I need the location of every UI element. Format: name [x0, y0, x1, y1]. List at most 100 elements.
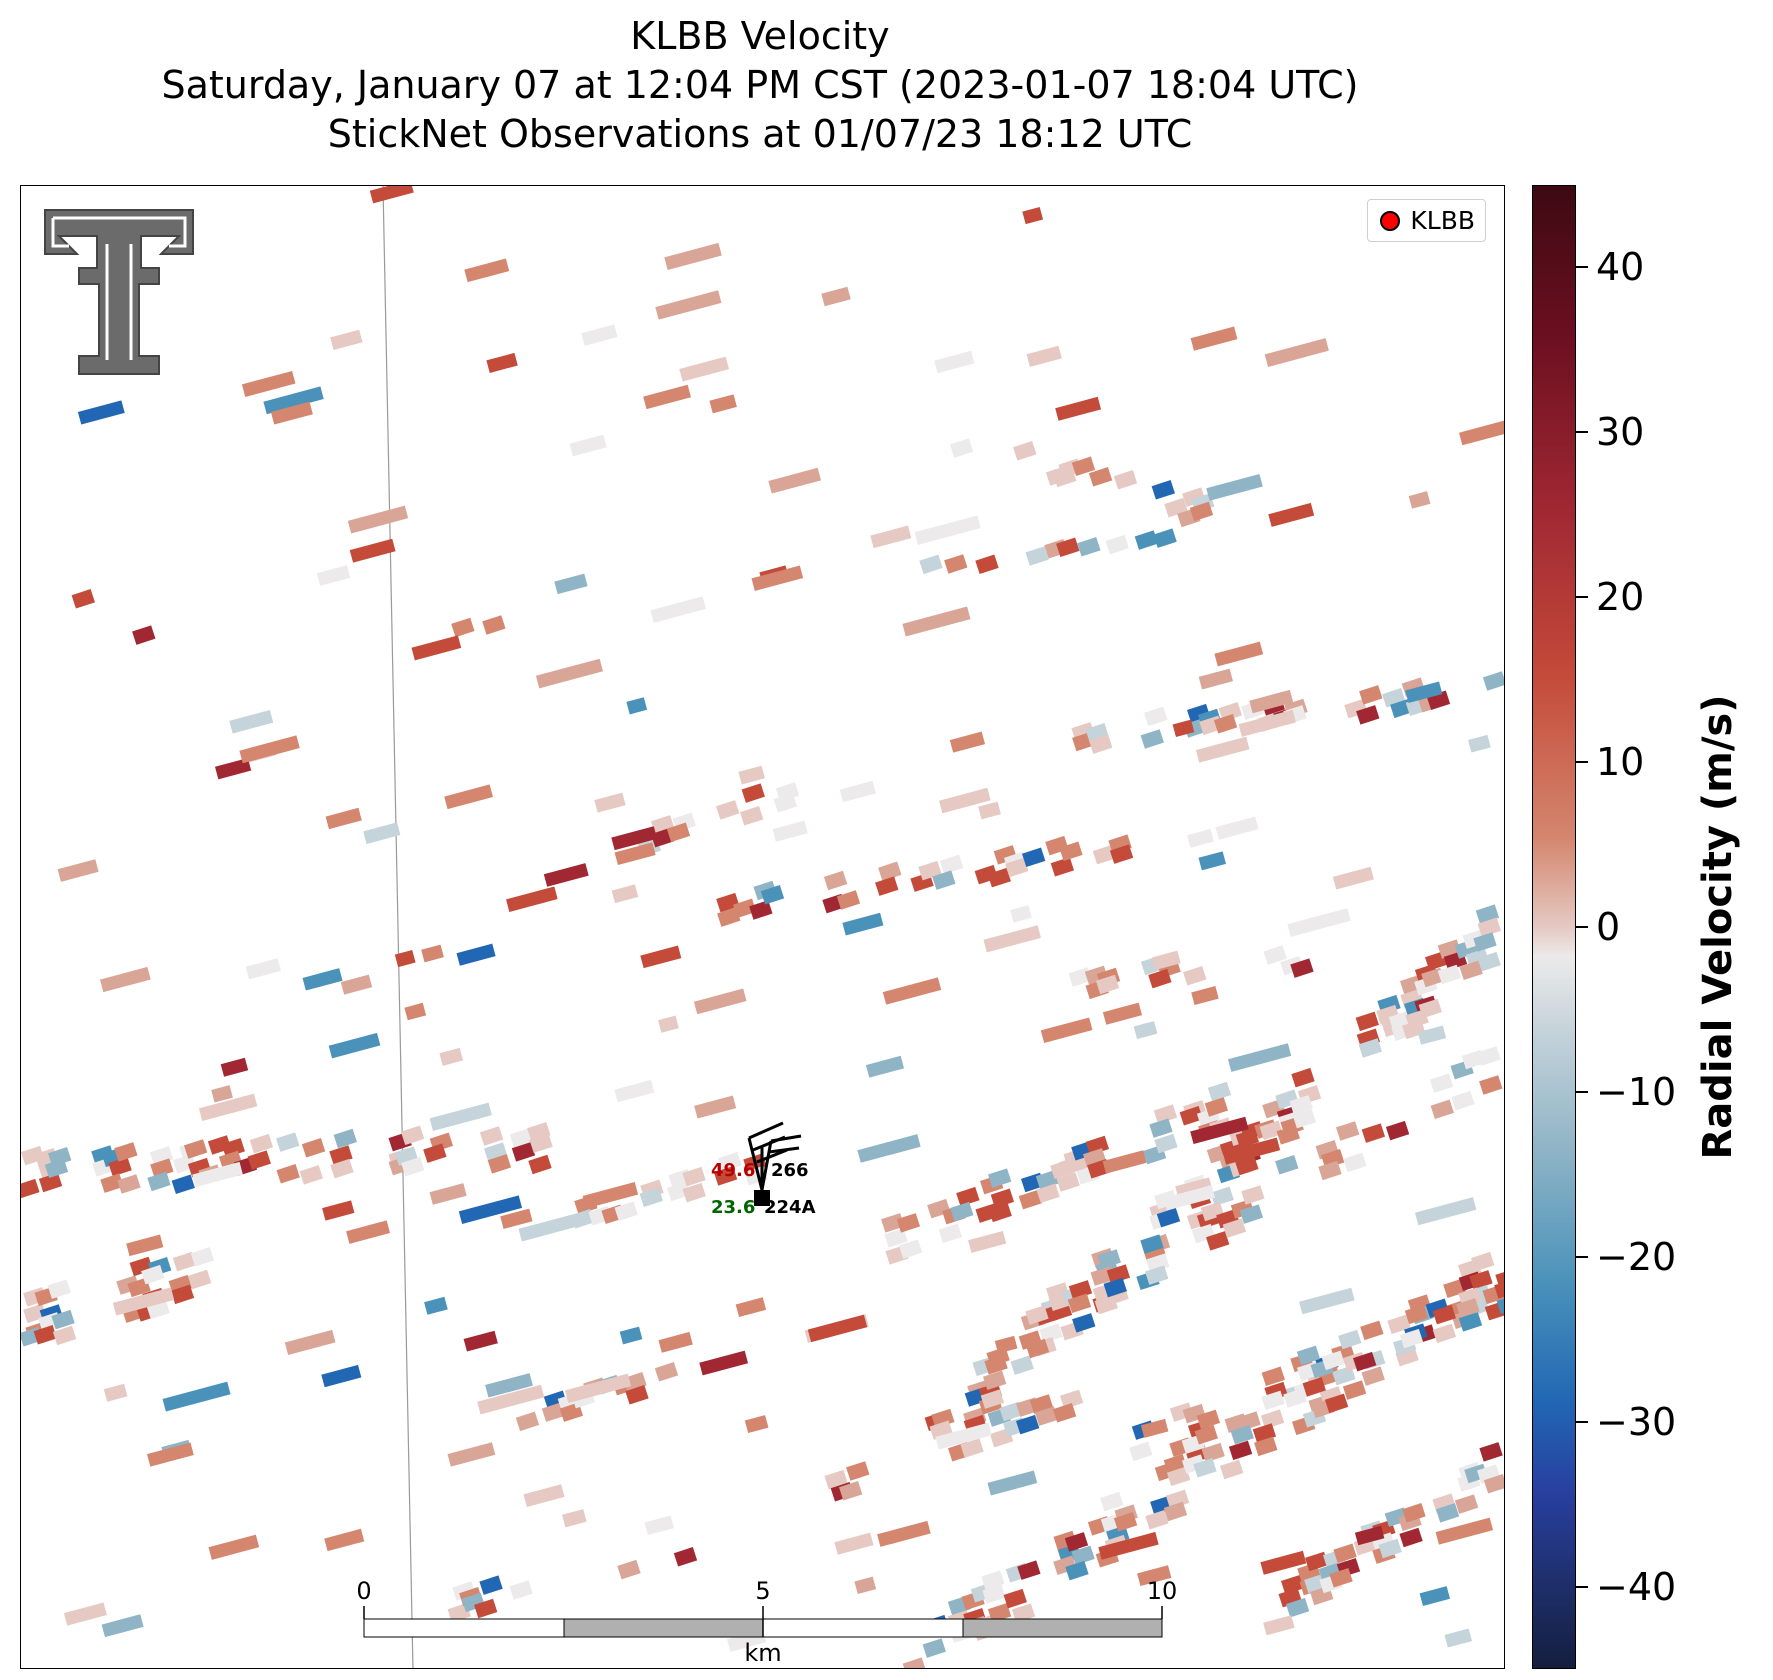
- radar-gate: [1361, 1123, 1386, 1143]
- radar-gate: [569, 434, 607, 457]
- radar-gate: [1017, 1560, 1041, 1580]
- colorbar-tick-mark: [1576, 1420, 1588, 1423]
- radar-gate: [1040, 1017, 1093, 1043]
- radar-gate: [249, 1133, 274, 1154]
- radar-gate: [914, 515, 981, 545]
- station-id: 266: [771, 1160, 809, 1181]
- radar-gate: [1183, 966, 1207, 986]
- radar-gate: [1025, 546, 1049, 566]
- radar-gate: [939, 787, 991, 814]
- wind-barb-flag: [748, 1121, 784, 1140]
- radar-gate: [21, 1178, 40, 1199]
- radar-gate: [625, 1385, 649, 1405]
- radar-gate: [1077, 537, 1101, 557]
- colorbar-tick-label: 0: [1596, 905, 1621, 949]
- station-plot-266[interactable]: 49.6 266: [711, 1121, 809, 1206]
- radar-gate: [1071, 456, 1096, 477]
- radar-gate: [1060, 1389, 1084, 1410]
- radar-gate: [875, 876, 899, 896]
- radar-gate: [1237, 1411, 1261, 1431]
- radar-gate: [842, 912, 884, 936]
- radar-gate: [1145, 1510, 1169, 1530]
- radar-gate: [1263, 1615, 1295, 1636]
- radar-gate: [211, 1085, 233, 1103]
- velocity-colorbar: 40 30 20 10 0 −10 −20 −30 −40: [1532, 185, 1676, 1669]
- radar-gate: [515, 1411, 540, 1432]
- radar-gate: [241, 370, 296, 397]
- radar-gate: [682, 1166, 706, 1187]
- radar-gate: [1353, 1351, 1377, 1372]
- radar-gate: [421, 944, 444, 963]
- radar-gate: [1145, 1265, 1169, 1285]
- radar-gate: [1195, 736, 1250, 763]
- radar-gate: [1333, 1543, 1357, 1564]
- radar-gate: [1109, 844, 1134, 864]
- radar-gate: [458, 1195, 523, 1224]
- radar-map-panel[interactable]: 49.6 266 23.6 224A 0 5 10 km: [20, 185, 1505, 1669]
- radar-gate: [1015, 1414, 1040, 1435]
- radar-gate: [141, 1264, 165, 1285]
- radar-gate: [1106, 1264, 1131, 1284]
- radar-gate: [667, 1181, 691, 1202]
- radar-gate: [738, 765, 765, 785]
- radar-gate: [1399, 1328, 1424, 1349]
- radar-gate: [1172, 719, 1195, 738]
- radar-gate: [1094, 1294, 1118, 1315]
- radar-gate: [717, 907, 741, 927]
- radar-gate: [485, 1373, 533, 1398]
- station-plot-224A[interactable]: 23.6 224A: [711, 1197, 816, 1218]
- radar-gate: [1222, 1218, 1247, 1238]
- colorbar-tick-label: 30: [1596, 410, 1645, 455]
- radar-gate: [108, 1156, 132, 1177]
- radar-gate: [664, 242, 722, 270]
- radar-gate: [1289, 1095, 1313, 1115]
- radar-gate: [1190, 1116, 1249, 1145]
- radar-gate: [1191, 986, 1219, 1006]
- colorbar-tick-label: 40: [1596, 245, 1645, 290]
- radar-gate: [1469, 1270, 1493, 1290]
- radar-gate: [1415, 1197, 1477, 1226]
- radar-gate: [1268, 502, 1315, 527]
- radar-gate: [740, 806, 764, 826]
- radar-gate: [1418, 998, 1442, 1019]
- radar-gate: [1129, 1441, 1153, 1462]
- radar-gate: [1151, 480, 1175, 500]
- radar-gate: [949, 438, 974, 458]
- station-temperature: 49.6: [711, 1160, 755, 1181]
- radar-gate: [506, 886, 558, 912]
- radar-gate: [839, 780, 876, 803]
- radar-gate: [932, 870, 956, 890]
- colorbar-tick-label: 20: [1596, 575, 1645, 620]
- radar-gate: [1071, 1545, 1095, 1566]
- radar-gate: [1356, 705, 1380, 725]
- radar-gate: [1154, 1133, 1178, 1154]
- radar-gate: [1133, 1021, 1158, 1040]
- radar-gate: [1163, 1501, 1188, 1522]
- radar-gate: [934, 350, 975, 374]
- radar-gate: [1230, 1424, 1254, 1445]
- radar-gate: [1058, 1156, 1083, 1176]
- radar-gate: [132, 625, 156, 645]
- radar-gate: [716, 892, 740, 913]
- radar-gate: [1321, 1149, 1345, 1169]
- radar-gate: [464, 258, 510, 283]
- radar-gate: [1089, 734, 1113, 754]
- radar-gate: [447, 1442, 496, 1467]
- radar-gate: [1241, 1185, 1265, 1205]
- radar-gate: [500, 1208, 533, 1229]
- radar-gate: [1343, 1152, 1367, 1173]
- radar-gate: [479, 1575, 503, 1595]
- radar-gate: [1296, 1345, 1321, 1366]
- radar-gate: [1479, 1442, 1503, 1462]
- radar-gate: [760, 885, 785, 905]
- radar-gate: [1039, 1323, 1063, 1343]
- radar-gate: [1113, 1512, 1138, 1532]
- radar-gate: [1228, 1043, 1292, 1072]
- station-id: 224A: [764, 1197, 816, 1218]
- radar-gate: [162, 1381, 231, 1412]
- colorbar-tick-mark: [1576, 1255, 1588, 1258]
- radar-gate: [987, 1168, 1012, 1188]
- radar-gate: [1010, 905, 1032, 923]
- radar-velocity-layer: 49.6 266 23.6 224A 0 5 10 km: [21, 186, 1504, 1668]
- radar-gate: [150, 1158, 174, 1178]
